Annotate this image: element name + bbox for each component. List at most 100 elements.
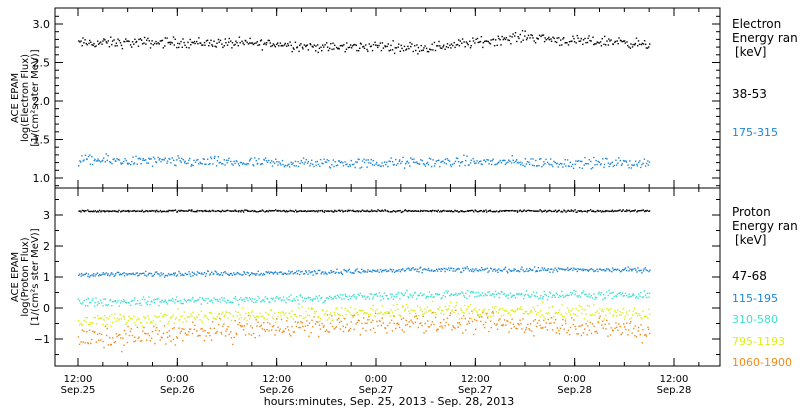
data-point [474, 209, 476, 211]
data-point [186, 320, 188, 322]
data-point [603, 293, 605, 296]
data-point [472, 291, 474, 293]
x-tick-time-label: 0:00 [365, 374, 387, 385]
data-point [238, 210, 240, 212]
data-point [429, 48, 431, 50]
data-point [620, 40, 622, 42]
data-point [121, 162, 124, 164]
data-point [479, 294, 482, 296]
data-point [154, 315, 156, 317]
data-point [122, 210, 124, 212]
data-point [646, 269, 649, 272]
data-point [382, 298, 385, 300]
data-point [234, 274, 236, 276]
data-point [230, 210, 232, 212]
data-point [388, 312, 390, 314]
data-point [513, 326, 515, 328]
data-point [179, 300, 181, 302]
data-point [120, 44, 123, 47]
data-point [384, 161, 386, 163]
data-point [357, 313, 359, 316]
data-point [159, 209, 162, 212]
data-point [586, 163, 588, 165]
data-point [558, 294, 561, 297]
data-point [352, 295, 354, 297]
data-point [552, 271, 554, 273]
data-point [100, 211, 102, 213]
data-point [557, 267, 560, 269]
data-point [306, 162, 309, 164]
data-point [97, 301, 99, 303]
series-1060-1900 [77, 309, 651, 353]
data-point [290, 294, 292, 296]
data-point [239, 324, 242, 327]
data-point [307, 210, 309, 212]
data-point [478, 160, 481, 163]
data-point [435, 210, 438, 212]
data-point [183, 311, 185, 313]
data-point [228, 41, 230, 43]
data-point [149, 340, 151, 342]
data-point [157, 156, 159, 159]
data-point [616, 295, 618, 297]
data-point [369, 313, 371, 316]
data-point [175, 299, 177, 301]
data-point [163, 276, 166, 278]
data-point [297, 161, 299, 163]
data-point [499, 293, 501, 295]
data-point [95, 341, 97, 343]
data-point [336, 268, 338, 270]
data-point [509, 314, 512, 316]
data-point [147, 332, 149, 335]
data-point [352, 272, 354, 274]
data-point [258, 274, 260, 276]
data-point [579, 268, 582, 270]
data-point [614, 40, 617, 43]
data-point [342, 325, 344, 327]
data-point [109, 337, 111, 339]
data-point [396, 322, 399, 324]
data-point [571, 317, 573, 319]
data-point [341, 314, 344, 317]
data-point [384, 209, 386, 211]
data-point [523, 297, 525, 300]
data-point [476, 269, 478, 272]
data-point [544, 37, 546, 39]
data-point [116, 210, 118, 213]
data-point [460, 271, 462, 273]
data-point [363, 295, 366, 297]
data-point [603, 166, 605, 169]
data-point [245, 163, 247, 166]
data-point [373, 164, 376, 166]
data-point [398, 43, 400, 45]
data-point [495, 324, 497, 326]
data-point [316, 297, 319, 299]
data-point [461, 210, 464, 212]
data-point [634, 325, 636, 327]
x-tick-time-label: 0:00 [563, 374, 585, 385]
data-point [612, 291, 614, 294]
data-point [609, 210, 611, 212]
data-point [585, 293, 587, 295]
data-point [238, 318, 240, 320]
data-point [463, 154, 465, 156]
data-point [329, 272, 331, 274]
data-point [133, 209, 136, 212]
data-point [414, 161, 416, 164]
data-point [442, 310, 444, 312]
data-point [432, 296, 434, 298]
data-point [140, 210, 143, 213]
data-point [438, 40, 440, 43]
data-point [589, 268, 591, 270]
data-point [303, 163, 305, 165]
data-point [197, 335, 199, 337]
data-point [292, 300, 294, 302]
data-point [515, 160, 517, 162]
data-point [85, 298, 88, 301]
data-point [445, 321, 447, 324]
data-point [361, 295, 363, 297]
data-point [546, 329, 549, 331]
data-point [456, 210, 458, 212]
data-point [610, 162, 612, 165]
data-point [476, 211, 478, 213]
